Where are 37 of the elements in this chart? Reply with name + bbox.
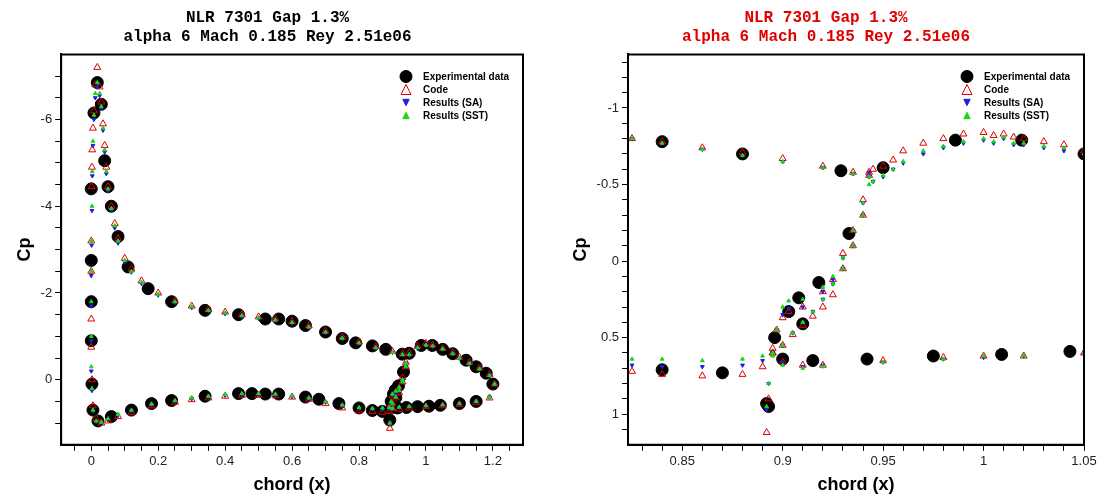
y-axis-title: Cp [13, 237, 34, 262]
y-tick-label: 0.5 [600, 329, 619, 345]
x-axis-title: chord (x) [253, 474, 331, 495]
chart-subtitle: alpha 6 Mach 0.185 Rey 2.51e06 [681, 27, 971, 46]
y-tick-label: -6 [40, 111, 53, 127]
legend-label: Results (SST) [984, 110, 1050, 122]
y-tick-label: 0 [611, 252, 619, 268]
x-tick-label: 0.6 [283, 453, 302, 469]
legend-label: Results (SA) [984, 97, 1044, 109]
chart-title: NLR 7301 Gap 1.3% [744, 8, 909, 27]
y-tick-label: -2 [40, 284, 53, 300]
x-tick-label: 1.2 [483, 453, 502, 469]
x-tick-label: 1 [422, 453, 430, 469]
legend-label: Results (SA) [423, 97, 483, 109]
legend-label: Results (SST) [423, 110, 489, 122]
y-axis-title: Cp [569, 237, 590, 262]
x-tick-label: 0.4 [216, 453, 235, 469]
x-tick-label: 0.95 [870, 453, 896, 469]
x-tick-label: 0.9 [773, 453, 792, 469]
x-tick-label: 0 [87, 453, 95, 469]
x-axis-title: chord (x) [817, 474, 895, 495]
legend-label: Experimental data [984, 71, 1071, 83]
legend-label: Code [984, 84, 1009, 96]
y-tick-label: 0 [44, 371, 53, 387]
x-tick-label: 1 [979, 453, 988, 469]
y-tick-label: -4 [40, 197, 53, 213]
x-tick-label: 0.8 [349, 453, 369, 469]
x-tick-label: 0.2 [149, 453, 168, 469]
y-tick-label: -1 [607, 99, 619, 115]
x-tick-label: 0.85 [669, 453, 695, 469]
chart-subtitle: alpha 6 Mach 0.185 Rey 2.51e06 [123, 27, 412, 46]
chart-title: NLR 7301 Gap 1.3% [185, 8, 350, 27]
y-tick-label: -0.5 [596, 176, 619, 192]
x-tick-label: 1.05 [1071, 453, 1097, 469]
legend-label: Experimental data [423, 71, 510, 83]
legend-label: Code [423, 84, 448, 96]
y-tick-label: 1 [611, 405, 619, 421]
